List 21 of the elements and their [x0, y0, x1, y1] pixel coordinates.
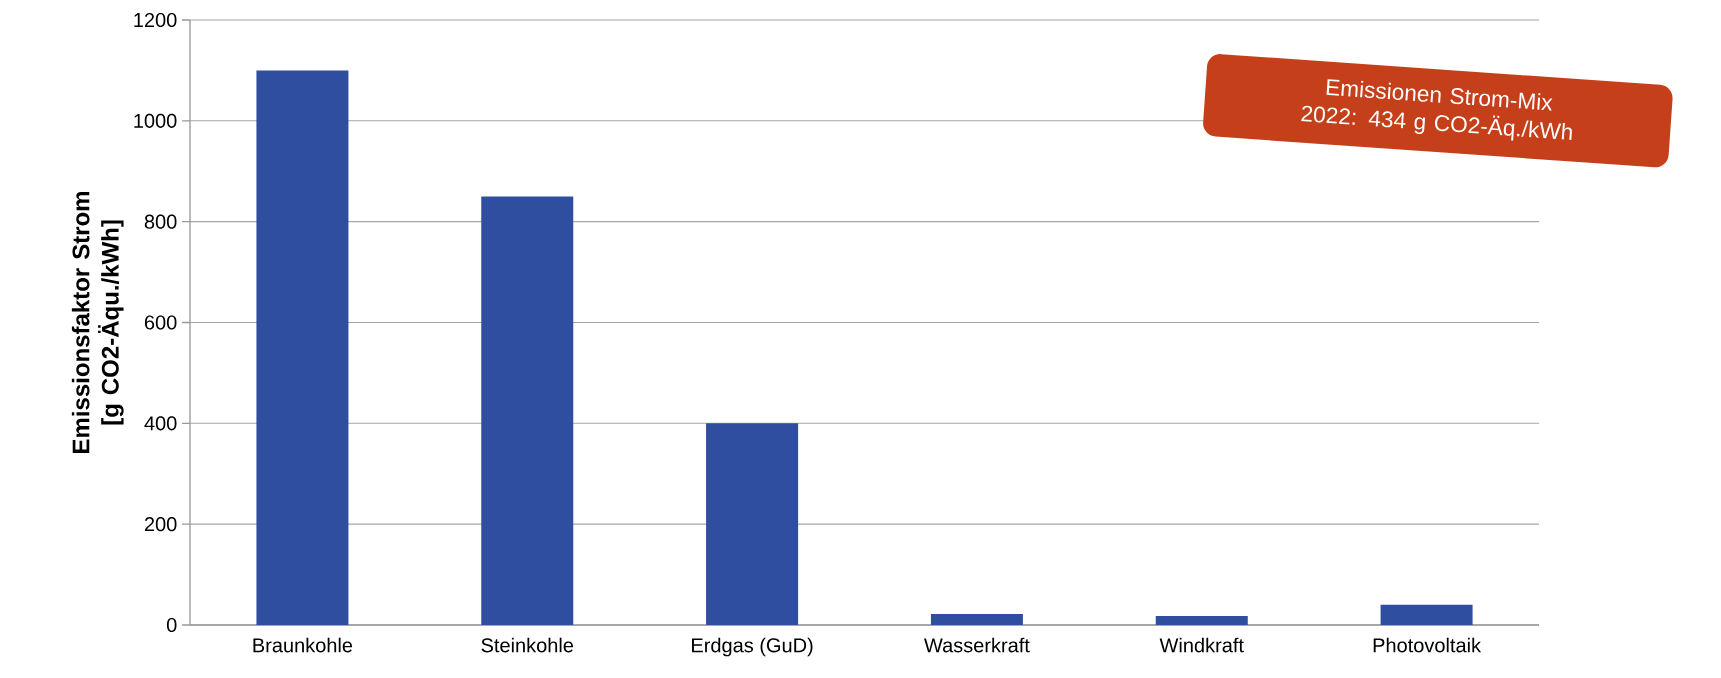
annotation: Emissionen Strom-Mix 2022: 434 g CO2-Äq./kWh	[1301, 79, 1572, 141]
bar	[1380, 604, 1473, 625]
y-tick-label: 600	[144, 315, 177, 330]
y-tick-label: 800	[144, 214, 177, 229]
x-tick-label: Wasserkraft	[924, 637, 1030, 653]
x-tick-label: Braunkohle	[253, 637, 353, 653]
x-tick-label: Photovoltaik	[1373, 637, 1482, 653]
y-tick-label: 1200	[134, 12, 177, 28]
bar	[256, 70, 349, 625]
x-tick-label: Steinkohle	[481, 637, 574, 653]
bar	[481, 196, 574, 625]
y-tick-label: 1000	[134, 113, 177, 128]
y-tick-label: 200	[144, 517, 177, 532]
bar	[1155, 615, 1248, 625]
y-axis-title: Emissionsfaktor Strom [g CO2-Äqu./kWh]	[71, 191, 124, 453]
y-tick-label: 400	[144, 416, 177, 431]
x-tick-label: Windkraft	[1159, 637, 1244, 653]
bar	[706, 423, 799, 625]
x-tick-label: Erdgas (GuD)	[692, 637, 813, 657]
y-tick-label: 0	[166, 617, 177, 633]
bar	[930, 613, 1023, 625]
